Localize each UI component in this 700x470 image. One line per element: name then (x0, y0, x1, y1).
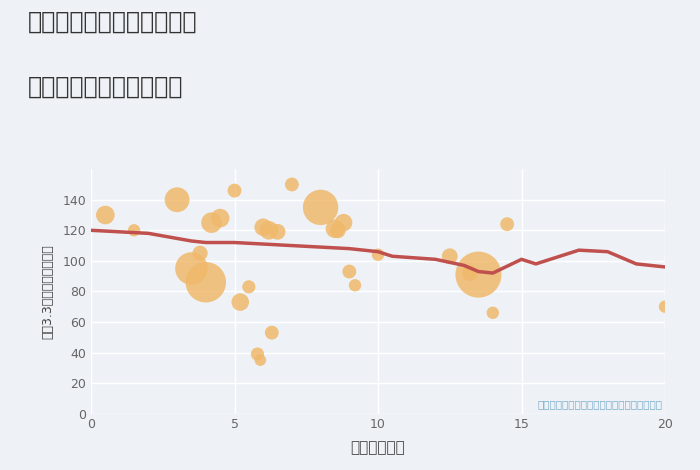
Point (99, 211, 111, 219)
Text: 円の大きさは、取引のあった物件面積を示す: 円の大きさは、取引のあった物件面積を示す (537, 399, 662, 409)
Point (349, 282, 360, 289)
Point (172, 196, 183, 204)
Point (200, 278, 211, 286)
Point (272, 228, 283, 235)
Point (206, 219, 217, 227)
Point (330, 225, 341, 233)
Point (234, 298, 246, 306)
Point (487, 309, 498, 317)
Point (255, 356, 266, 364)
Point (332, 227, 344, 234)
Point (464, 269, 475, 277)
Point (195, 250, 206, 257)
Point (444, 252, 456, 260)
Point (372, 251, 384, 258)
Point (315, 204, 326, 211)
Point (473, 271, 484, 278)
Point (263, 227, 274, 234)
Point (501, 220, 512, 228)
Point (252, 350, 263, 358)
Point (258, 223, 269, 231)
Text: 駅距離別中古戸建て価格: 駅距離別中古戸建て価格 (28, 75, 183, 99)
Point (129, 227, 140, 234)
Point (659, 303, 671, 310)
Point (244, 283, 255, 290)
Point (338, 219, 349, 227)
X-axis label: 駅距離（分）: 駅距離（分） (351, 440, 405, 455)
Point (186, 265, 197, 272)
Point (344, 268, 355, 275)
Text: 福岡県福岡市中央区城内の: 福岡県福岡市中央区城内の (28, 9, 197, 33)
Y-axis label: 坪（3.3㎡）単価（万円）: 坪（3.3㎡）単価（万円） (41, 244, 54, 339)
Point (229, 187, 240, 195)
Point (214, 214, 225, 222)
Point (286, 181, 297, 188)
Point (266, 329, 277, 337)
